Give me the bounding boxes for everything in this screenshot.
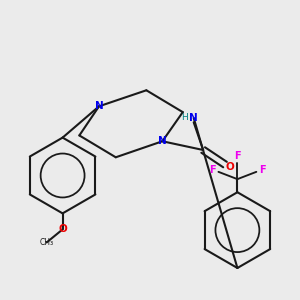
Text: F: F: [209, 165, 216, 176]
Text: H: H: [181, 113, 188, 122]
Text: N: N: [158, 136, 167, 146]
Text: F: F: [234, 151, 241, 161]
Text: O: O: [225, 163, 234, 172]
Text: CH₃: CH₃: [40, 238, 54, 247]
Text: N: N: [189, 113, 198, 123]
Text: F: F: [259, 165, 266, 176]
Text: N: N: [94, 101, 103, 111]
Text: O: O: [58, 224, 67, 234]
